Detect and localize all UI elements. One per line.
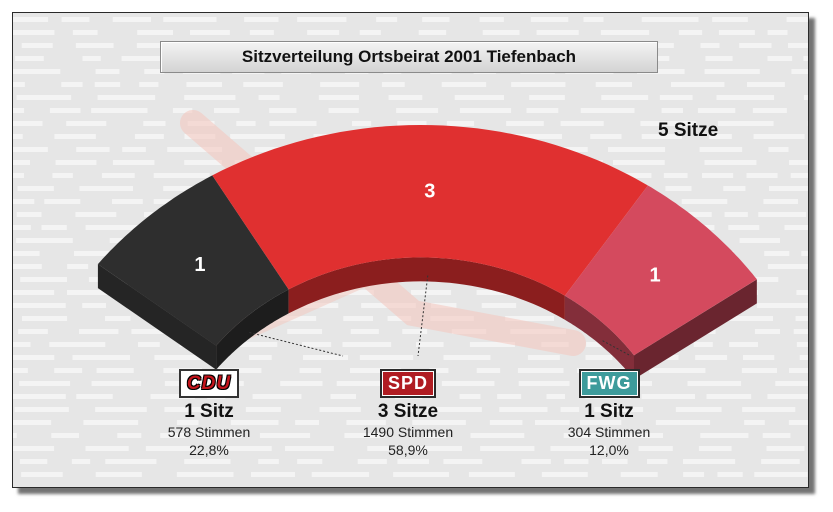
segment-spd xyxy=(212,125,648,296)
fwg-logo: FWG xyxy=(578,369,640,398)
segment-fwg xyxy=(564,185,757,356)
seat-arc-chart: 1 3 1 5 Sitze xyxy=(97,110,757,380)
total-seats-label: 5 Sitze xyxy=(658,120,718,141)
cdu-logo: CDU xyxy=(178,369,240,398)
cdu-seats: 1 Sitz xyxy=(184,401,234,422)
segment-cdu-end-face xyxy=(97,264,217,370)
segment-spd-value-label: 3 xyxy=(424,180,435,202)
chart-frame: Sitzverteilung Ortsbeirat 2001 Tiefenbac… xyxy=(12,12,809,488)
leader-line-fwg xyxy=(602,340,632,357)
leader-line-spd xyxy=(417,275,429,357)
spd-votes: 1490 Stimmen xyxy=(362,424,454,440)
fwg-votes: 304 Stimmen xyxy=(567,424,651,440)
cdu-percent: 22,8% xyxy=(189,442,229,458)
spd-logo: SPD xyxy=(379,369,436,398)
party-fwg: FWG 1 Sitz 304 Stimmen 12,0% xyxy=(529,369,689,459)
chart-title: Sitzverteilung Ortsbeirat 2001 Tiefenbac… xyxy=(160,41,658,73)
segment-fwg-end-face xyxy=(633,279,757,380)
segment-cdu-inner-wall xyxy=(216,289,289,370)
segment-cdu xyxy=(97,175,289,346)
spd-percent: 58,9% xyxy=(388,442,428,458)
party-cdu: CDU 1 Sitz 578 Stimmen 22,8% xyxy=(129,369,289,459)
segment-fwg-inner-wall xyxy=(564,295,634,380)
fwg-percent: 12,0% xyxy=(589,442,629,458)
cdu-votes: 578 Stimmen xyxy=(167,424,251,440)
spd-seats: 3 Sitze xyxy=(377,401,439,422)
segment-spd-inner-wall xyxy=(288,257,565,320)
party-spd: SPD 3 Sitze 1490 Stimmen 58,9% xyxy=(328,369,488,459)
segment-cdu-value-label: 1 xyxy=(194,254,205,276)
segment-fwg-value-label: 1 xyxy=(649,264,660,286)
leader-line-cdu xyxy=(249,332,344,357)
fwg-seats: 1 Sitz xyxy=(584,401,634,422)
